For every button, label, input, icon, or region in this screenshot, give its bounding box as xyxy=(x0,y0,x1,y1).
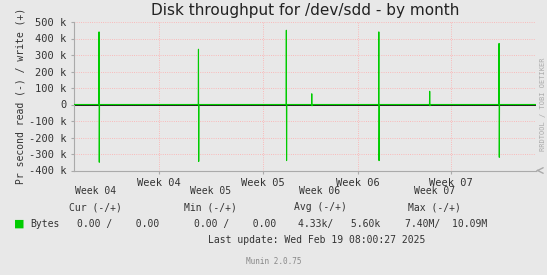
Text: Week 04: Week 04 xyxy=(75,186,117,196)
Text: Week 05: Week 05 xyxy=(190,186,231,196)
Title: Disk throughput for /dev/sdd - by month: Disk throughput for /dev/sdd - by month xyxy=(151,3,459,18)
Text: RRDTOOL / TOBI OETIKER: RRDTOOL / TOBI OETIKER xyxy=(540,58,546,151)
Text: Min (-/+): Min (-/+) xyxy=(184,202,237,212)
Text: Bytes: Bytes xyxy=(30,219,60,229)
Text: Munin 2.0.75: Munin 2.0.75 xyxy=(246,257,301,266)
Text: 0.00 /    0.00: 0.00 / 0.00 xyxy=(77,219,159,229)
Text: Week 06: Week 06 xyxy=(299,186,341,196)
Y-axis label: Pr second read (-) / write (+): Pr second read (-) / write (+) xyxy=(16,8,26,184)
Text: Last update: Wed Feb 19 08:00:27 2025: Last update: Wed Feb 19 08:00:27 2025 xyxy=(208,235,425,245)
Text: 0.00 /    0.00: 0.00 / 0.00 xyxy=(194,219,276,229)
Text: ■: ■ xyxy=(14,219,24,229)
Text: 7.40M/  10.09M: 7.40M/ 10.09M xyxy=(405,219,487,229)
Text: Max (-/+): Max (-/+) xyxy=(409,202,461,212)
Text: Cur (-/+): Cur (-/+) xyxy=(69,202,122,212)
Text: Week 07: Week 07 xyxy=(414,186,456,196)
Text: Avg (-/+): Avg (-/+) xyxy=(294,202,346,212)
Text: 4.33k/   5.60k: 4.33k/ 5.60k xyxy=(298,219,380,229)
